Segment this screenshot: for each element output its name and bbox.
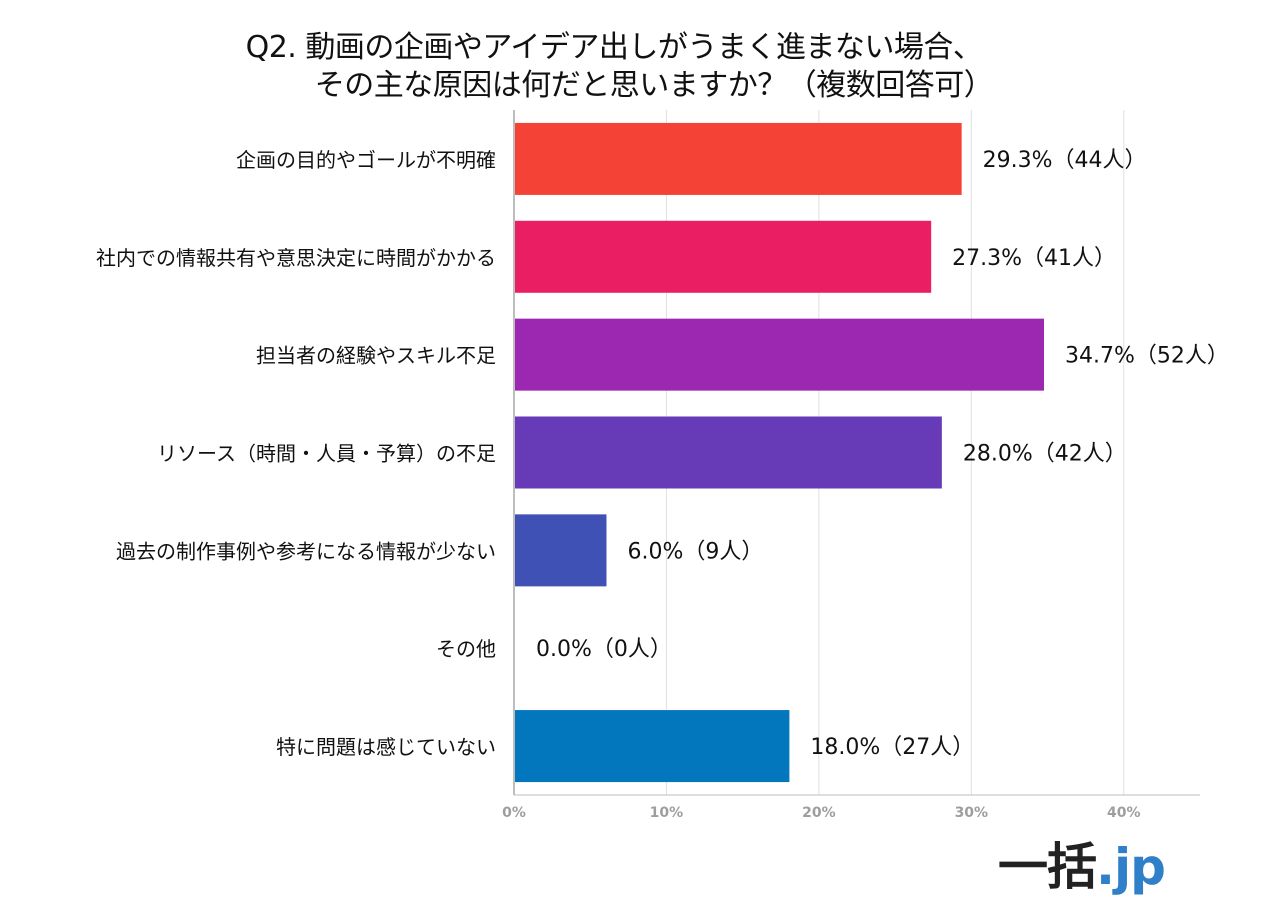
category-label: リソース（時間・人員・予算）の不足 <box>157 442 496 466</box>
data-label: 27.3%（41人） <box>952 246 1116 271</box>
category-label: その他 <box>436 637 496 661</box>
category-label: 過去の制作事例や参考になる情報が少ない <box>116 539 496 563</box>
x-tick-label: 20% <box>802 805 836 821</box>
category-label: 企画の目的やゴールが不明確 <box>236 148 496 172</box>
bar <box>515 710 790 783</box>
bar <box>515 514 607 587</box>
bar <box>515 318 1044 391</box>
bars <box>515 122 1044 783</box>
logo-text-dot: . <box>1096 838 1115 896</box>
x-tick-label: 0% <box>502 805 526 821</box>
data-label: 0.0%（0人） <box>536 637 672 662</box>
chart-title-line-1: Q2. 動画の企画やアイデア出しがうまく進まない場合、 <box>245 30 983 65</box>
x-tick-label: 30% <box>955 805 989 821</box>
category-label: 特に問題は感じていない <box>276 735 496 759</box>
bar <box>515 220 932 293</box>
data-label: 6.0%（9人） <box>627 539 763 564</box>
category-label: 社内での情報共有や意思決定に時間がかかる <box>96 246 496 270</box>
x-tick-label: 40% <box>1107 805 1141 821</box>
data-label: 34.7%（52人） <box>1065 344 1229 369</box>
x-tick-label: 10% <box>650 805 684 821</box>
x-axis-ticks: 0% 10% 20% 30% 40% <box>502 805 1140 821</box>
data-label: 28.0%（42人） <box>963 442 1127 467</box>
category-label: 担当者の経験やスキル不足 <box>256 344 496 368</box>
bar <box>515 416 942 489</box>
logo-text-main: 一括 <box>998 838 1097 896</box>
category-labels: 企画の目的やゴールが不明確社内での情報共有や意思決定に時間がかかる担当者の経験や… <box>96 148 496 759</box>
data-labels: 29.3%（44人） 27.3%（41人） 34.7%（52人） 28.0%（42人）… <box>536 148 1229 760</box>
chart-title-line-2: その主な原因は何だと思いますか？（複数回答可） <box>314 68 994 103</box>
data-label: 18.0%（27人） <box>810 735 974 760</box>
data-label: 29.3%（44人） <box>983 148 1147 173</box>
bar <box>515 122 962 195</box>
brand-logo: 一括.jp <box>998 832 1166 902</box>
logo-text-tld: jp <box>1114 838 1166 896</box>
